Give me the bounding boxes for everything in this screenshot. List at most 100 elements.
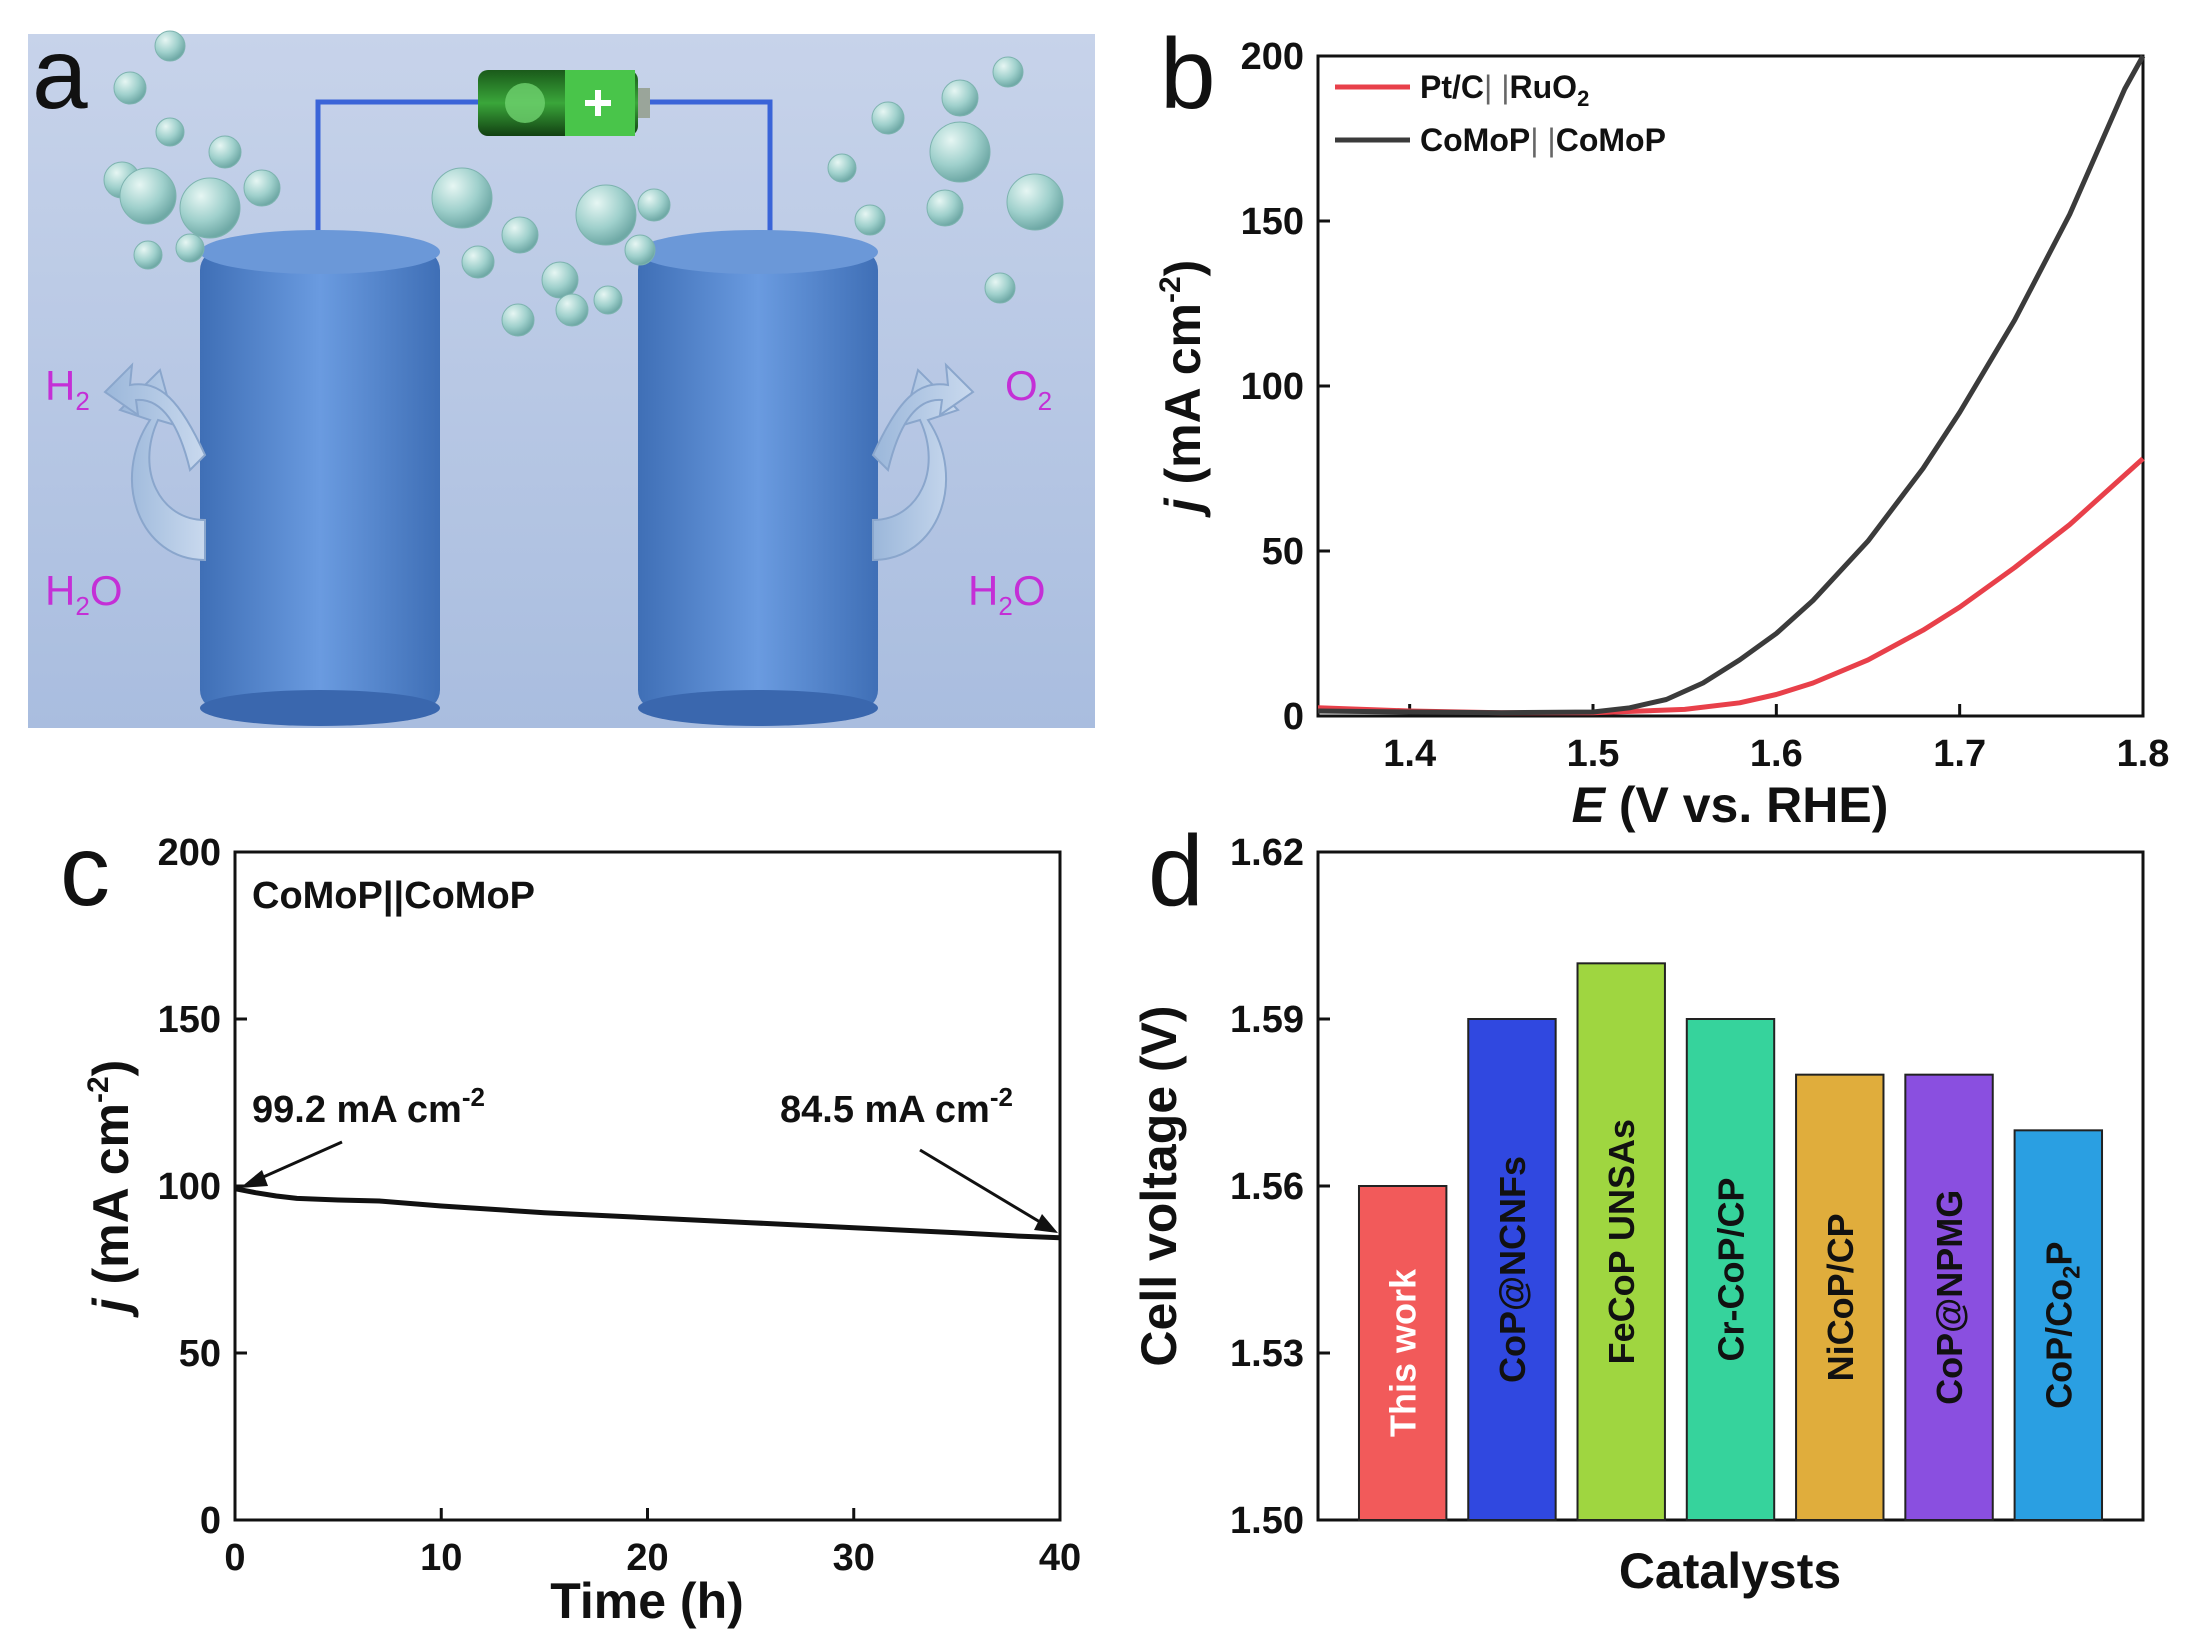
series-line-b-0	[1317, 456, 2145, 716]
bar-label-6: CoP/Co2P	[2038, 1241, 2085, 1408]
bubble-17	[501, 303, 535, 337]
b-xtick-label-1: 1.5	[1567, 733, 1620, 775]
end-arrow	[919, 1148, 1058, 1233]
c-ytick-label-0: 0	[200, 1500, 221, 1542]
d-ytick-label-0: 1.50	[1230, 1500, 1304, 1542]
bar-label-1: CoP@NCNFs	[1492, 1156, 1533, 1383]
bubble-18	[555, 293, 589, 327]
bar-3	[1685, 1018, 1776, 1521]
bubble-23	[929, 121, 991, 183]
bubble-4	[119, 167, 177, 225]
d-ytick-label-3: 1.59	[1230, 999, 1304, 1041]
c-ytick-label-1: 50	[179, 1333, 221, 1375]
axis-ticks-c: 0 10 20 30 40 0 50 100 150 200	[158, 832, 1082, 1579]
h2o-right-label: H2O	[968, 567, 1045, 621]
sample-annotation-c: CoMoP||CoMoP	[252, 875, 535, 917]
b-xtick-label-4: 1.8	[2117, 733, 2170, 775]
bar-2	[1576, 962, 1666, 1521]
legend-label-pt: Pt/C| |RuO2	[1420, 69, 1589, 111]
y-axis-label-d: Cell voltage (V)	[1131, 1005, 1187, 1366]
right-o2-arrow	[871, 362, 975, 472]
cathode-electrode	[200, 230, 440, 726]
bubble-8	[133, 240, 163, 270]
series-line-b-1	[1317, 54, 2146, 716]
start-current-annotation: 99.2 mA cm-2	[252, 1082, 485, 1131]
panel-a: H2 O2 H2O H2O a	[28, 18, 1095, 728]
bubble-11	[501, 216, 539, 254]
c-xtick-label-3: 30	[833, 1537, 875, 1579]
bubble-7	[208, 135, 242, 169]
d-ytick-label-2: 1.56	[1230, 1166, 1304, 1208]
d-ytick-label-4: 1.62	[1230, 832, 1304, 874]
y-axis-label-b: j (mA cm-2)	[1154, 260, 1211, 519]
bubble-9	[175, 233, 205, 263]
y-axis-label-c: j (mA cm-2)	[82, 1060, 139, 1319]
bubble-14	[575, 184, 637, 246]
bubble-13	[541, 261, 579, 299]
end-current-annotation: 84.5 mA cm-2	[780, 1082, 1013, 1131]
bubble-0	[154, 30, 186, 62]
left-h2-arrow	[103, 362, 207, 472]
bubble-10	[431, 167, 493, 229]
panel-label-c: c	[60, 815, 110, 927]
c-xtick-label-4: 40	[1039, 1537, 1081, 1579]
bar-5	[1904, 1073, 1994, 1521]
x-axis-label-c: Time (h)	[550, 1573, 744, 1629]
axis-ticks-b: 1.4 1.5 1.6 1.7 1.8 0 50 100 150 200	[1241, 36, 2170, 775]
anode-electrode	[638, 230, 878, 726]
gas-bubbles	[103, 30, 1064, 337]
b-xtick-label-3: 1.7	[1933, 733, 1986, 775]
c-ytick-label-2: 100	[158, 1166, 221, 1208]
bubble-21	[941, 79, 979, 117]
d-ytick-label-1: 1.53	[1230, 1333, 1304, 1375]
bubble-26	[984, 272, 1016, 304]
b-ytick-label-3: 150	[1241, 201, 1304, 243]
panel-d: d 1.50 1.53 1.56 1.59 1.62 This work CoP@NCNF…	[1131, 815, 2145, 1599]
bubble-27	[827, 153, 857, 183]
bubble-28	[854, 204, 886, 236]
bar-label-0: This work	[1383, 1268, 1424, 1437]
legend-label-comop: CoMoP| |CoMoP	[1420, 122, 1666, 158]
c-xtick-label-2: 20	[626, 1537, 668, 1579]
battery-icon	[478, 70, 650, 136]
bubble-12	[461, 245, 495, 279]
b-ytick-label-4: 200	[1241, 36, 1304, 78]
series-line-c-0	[234, 1186, 1061, 1241]
b-ytick-label-0: 0	[1283, 696, 1304, 738]
panel-label-d: d	[1148, 815, 1204, 927]
panel-label-b: b	[1160, 18, 1216, 130]
panel-c: c 0 10 20 30 40 0 50 100 150 200 CoMoP||CoMoP 99.…	[60, 815, 1081, 1629]
bar-1	[1467, 1018, 1557, 1521]
b-xtick-label-2: 1.6	[1750, 733, 1803, 775]
bubble-1	[113, 71, 147, 105]
c-ytick-label-4: 200	[158, 832, 221, 874]
bubble-22	[871, 101, 905, 135]
bar-6	[2013, 1129, 2104, 1522]
c-xtick-label-0: 0	[224, 1537, 245, 1579]
bar-4	[1795, 1073, 1885, 1521]
bubble-2	[155, 117, 185, 147]
o2-label: O2	[1005, 362, 1052, 416]
h2-label: H2	[45, 362, 90, 416]
panel-label-a: a	[32, 18, 88, 130]
x-axis-label-b: E (V vs. RHE)	[1572, 777, 1889, 833]
bubble-5	[179, 177, 241, 239]
x-axis-label-d: Catalysts	[1619, 1543, 1841, 1599]
bubble-16	[637, 188, 671, 222]
b-ytick-label-2: 100	[1241, 366, 1304, 408]
bars-d: This work CoP@NCNFs FeCoP UNSAs Cr-CoP/CP Ni…	[1357, 962, 2104, 1522]
start-arrow	[240, 1140, 343, 1188]
bar-label-5: CoP@NPMG	[1929, 1190, 1970, 1405]
b-xtick-label-0: 1.4	[1383, 733, 1436, 775]
bubble-6	[243, 169, 281, 207]
bar-label-3: Cr-CoP/CP	[1711, 1177, 1752, 1361]
c-ytick-label-3: 150	[158, 999, 221, 1041]
bubble-19	[593, 285, 623, 315]
bubble-24	[1006, 173, 1064, 231]
plot-frame-c	[233, 850, 1062, 1522]
bubble-20	[992, 56, 1024, 88]
series-lines-c	[234, 1186, 1061, 1241]
c-xtick-label-1: 10	[420, 1537, 462, 1579]
bar-label-2: FeCoP UNSAs	[1601, 1119, 1642, 1364]
bar-0	[1357, 1185, 1448, 1521]
